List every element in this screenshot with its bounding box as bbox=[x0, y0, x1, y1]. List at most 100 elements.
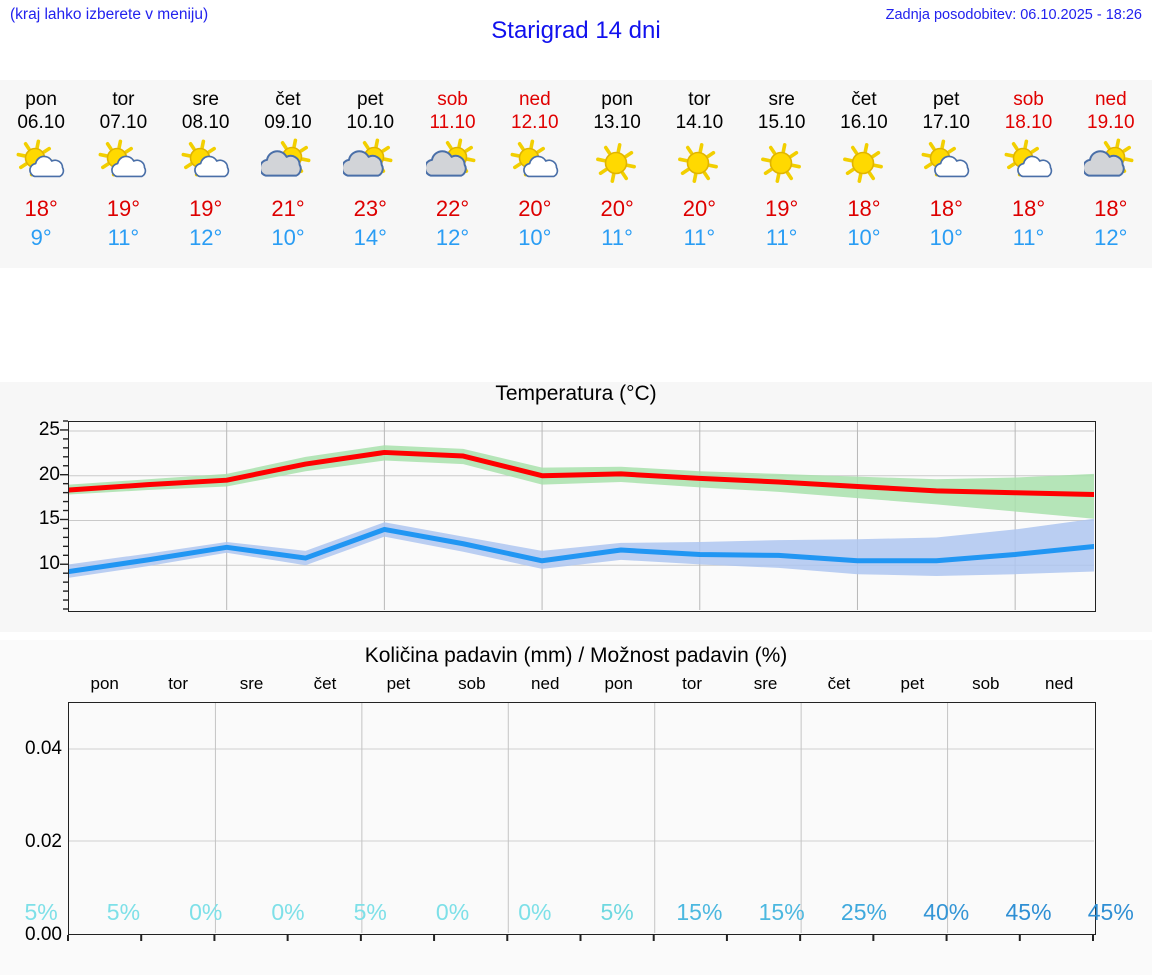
sun-icon bbox=[755, 136, 809, 190]
precipitation-probability: 25% bbox=[840, 899, 887, 925]
forecast-temp-max: 19° bbox=[189, 196, 223, 221]
forecast-day-column[interactable]: pon 06.10 18° 9° bbox=[0, 80, 82, 268]
precipitation-day-label: pet bbox=[900, 674, 925, 693]
precipitation-day-label: tor bbox=[168, 674, 189, 693]
sun-icon bbox=[837, 136, 891, 190]
precipitation-day-label: čet bbox=[313, 674, 337, 693]
forecast-day-name: sre bbox=[768, 89, 795, 110]
sun-small-cloud-icon bbox=[508, 136, 562, 190]
sun-big-cloud-icon bbox=[343, 136, 397, 190]
precipitation-day-label: ned bbox=[1045, 674, 1074, 693]
page-header: (kraj lahko izberete v meniju) Starigrad… bbox=[0, 0, 1152, 62]
forecast-temp-max: 20° bbox=[518, 196, 552, 221]
temperature-y-tick-label: 25 bbox=[38, 418, 60, 440]
forecast-day-name: sob bbox=[437, 89, 468, 110]
sun-small-cloud-icon bbox=[179, 136, 233, 190]
sun-small-cloud-icon bbox=[96, 136, 150, 190]
forecast-temp-min: 11° bbox=[1012, 225, 1045, 250]
sun-icon bbox=[590, 136, 644, 190]
forecast-day-column[interactable]: pet 17.10 18° 10° bbox=[905, 80, 987, 268]
forecast-temp-min: 10° bbox=[271, 225, 305, 250]
forecast-temp-min: 14° bbox=[353, 225, 387, 250]
forecast-day-column[interactable]: čet 09.10 21° 10° bbox=[247, 80, 329, 268]
precipitation-probability-row: 5% 5% 0% 0% 5% 0% 0% 5% 15% 15% 25% 40% 45% 45% bbox=[0, 899, 1152, 939]
precipitation-probability: 40% bbox=[923, 899, 970, 925]
forecast-day-date: 11.10 bbox=[429, 112, 476, 133]
forecast-temp-max: 21° bbox=[271, 196, 305, 221]
page-title: Starigrad 14 dni bbox=[491, 17, 661, 44]
temperature-y-tick-label: 20 bbox=[38, 463, 60, 485]
forecast-day-date: 16.10 bbox=[840, 112, 888, 133]
forecast-temp-max: 23° bbox=[353, 196, 387, 221]
precipitation-day-label: pet bbox=[386, 674, 411, 693]
forecast-day-date: 15.10 bbox=[757, 112, 806, 133]
forecast-day-name: pet bbox=[933, 89, 960, 110]
precipitation-chart-title: Količina padavin (mm) / Možnost padavin … bbox=[364, 644, 788, 667]
precipitation-probability: 0% bbox=[271, 899, 305, 925]
forecast-day-date: 08.10 bbox=[181, 112, 230, 133]
forecast-day-date: 19.10 bbox=[1087, 112, 1135, 133]
forecast-day-column[interactable]: čet 16.10 18° 10° bbox=[823, 80, 905, 268]
forecast-day-date: 18.10 bbox=[1004, 112, 1053, 133]
sun-icon bbox=[672, 136, 726, 190]
forecast-day-name: čet bbox=[851, 89, 877, 110]
forecast-day-date: 13.10 bbox=[593, 112, 641, 133]
precipitation-probability: 0% bbox=[435, 899, 470, 925]
precipitation-probability: 0% bbox=[189, 899, 223, 925]
forecast-strip: pon 06.10 18° 9° tor 07.10 19° 11° sre 08.10 19… bbox=[0, 80, 1152, 268]
precipitation-probability: 5% bbox=[600, 899, 634, 925]
precipitation-probability: 5% bbox=[353, 899, 387, 925]
forecast-day-date: 09.10 bbox=[264, 112, 312, 133]
forecast-day-name: tor bbox=[112, 89, 135, 110]
precipitation-day-label: ned bbox=[531, 674, 560, 693]
forecast-temp-min: 10° bbox=[518, 225, 552, 250]
forecast-temp-min: 11° bbox=[107, 225, 140, 250]
precipitation-probability: 45% bbox=[1005, 899, 1052, 925]
forecast-temp-max: 18° bbox=[24, 196, 58, 221]
forecast-day-column[interactable]: sob 18.10 18° 11° bbox=[987, 80, 1069, 268]
precipitation-day-label: čet bbox=[827, 674, 851, 693]
menu-hint-link[interactable]: (kraj lahko izberete v meniju) bbox=[10, 6, 209, 23]
forecast-temp-min: 11° bbox=[765, 225, 798, 250]
forecast-day-name: pet bbox=[357, 89, 384, 110]
forecast-day-column[interactable]: ned 12.10 20° 10° bbox=[494, 80, 576, 268]
precipitation-day-label: sre bbox=[239, 674, 264, 693]
precipitation-probability: 5% bbox=[106, 899, 141, 925]
forecast-temp-min: 10° bbox=[847, 225, 881, 250]
forecast-day-date: 07.10 bbox=[99, 112, 148, 133]
forecast-day-date: 14.10 bbox=[675, 112, 724, 133]
forecast-day-column[interactable]: ned 19.10 18° 12° bbox=[1070, 80, 1152, 268]
temperature-plot-area bbox=[68, 421, 1096, 612]
precipitation-probability: 5% bbox=[24, 899, 58, 925]
forecast-day-name: tor bbox=[688, 89, 711, 110]
precipitation-day-labels: pon tor sre čet pet sob ned pon tor sre čet pet sob n… bbox=[68, 674, 1096, 698]
forecast-day-column[interactable]: sob 11.10 22° 12° bbox=[411, 80, 493, 268]
forecast-temp-max: 20° bbox=[682, 196, 717, 221]
forecast-temp-max: 19° bbox=[106, 196, 141, 221]
forecast-day-date: 06.10 bbox=[17, 112, 65, 133]
temperature-y-tick-label: 10 bbox=[38, 553, 60, 575]
forecast-day-name: pon bbox=[25, 89, 57, 110]
forecast-temp-min: 12° bbox=[189, 225, 223, 250]
precipitation-day-label: pon bbox=[604, 674, 633, 693]
forecast-day-column[interactable]: sre 08.10 19° 12° bbox=[165, 80, 247, 268]
forecast-day-column[interactable]: tor 14.10 20° 11° bbox=[658, 80, 740, 268]
forecast-day-column[interactable]: pet 10.10 23° 14° bbox=[329, 80, 411, 268]
precipitation-day-label: tor bbox=[682, 674, 702, 693]
forecast-day-column[interactable]: pon 13.10 20° 11° bbox=[576, 80, 658, 268]
sun-big-cloud-icon bbox=[260, 136, 315, 190]
forecast-temp-min: 10° bbox=[929, 225, 963, 250]
precipitation-y-tick-label: 0.04 bbox=[25, 737, 62, 759]
precipitation-probability: 45% bbox=[1087, 899, 1134, 925]
last-updated-text: Zadnja posodobitev: 06.10.2025 - 18:26 bbox=[885, 7, 1142, 23]
sun-small-cloud-icon bbox=[14, 136, 68, 190]
forecast-temp-max: 18° bbox=[1094, 196, 1128, 221]
forecast-day-date: 10.10 bbox=[346, 112, 395, 133]
forecast-temp-max: 20° bbox=[600, 196, 634, 221]
forecast-temp-min: 12° bbox=[435, 225, 470, 250]
forecast-day-column[interactable]: tor 07.10 19° 11° bbox=[82, 80, 164, 268]
temperature-y-axis-ticks bbox=[60, 420, 68, 610]
forecast-day-column[interactable]: sre 15.10 19° 11° bbox=[741, 80, 823, 268]
precipitation-day-label: sob bbox=[972, 674, 1000, 693]
